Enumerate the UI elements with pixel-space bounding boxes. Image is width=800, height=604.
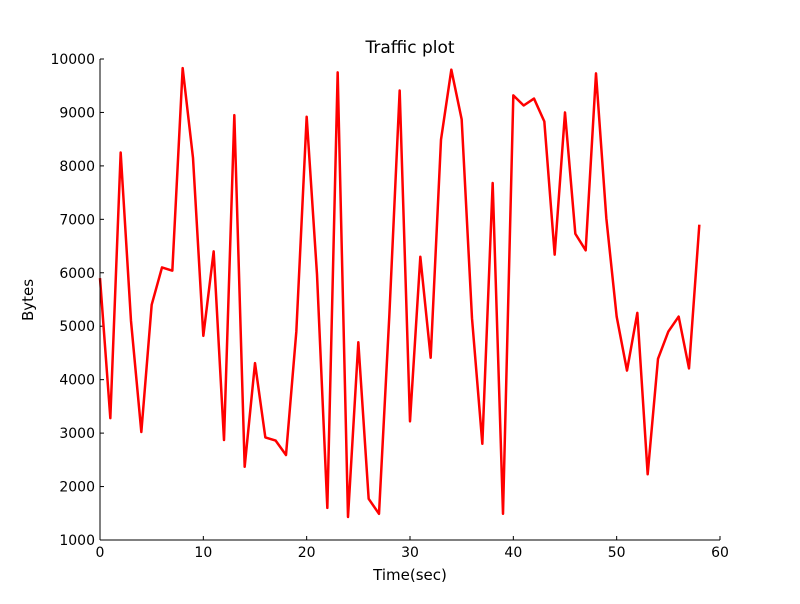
x-tick-label: 60 (711, 545, 729, 561)
traffic-series-line (98, 66, 701, 519)
ticks-layer: 0 10 20 30 40 50 60 1000 2000 3000 4000 5000 6000 700… (50, 52, 728, 561)
y-tick-label: 3000 (59, 426, 95, 442)
x-axis-label: Time(sec) (372, 566, 447, 584)
series-layer (98, 66, 701, 519)
y-tick-label: 4000 (59, 373, 95, 389)
y-tick-label: 6000 (59, 266, 95, 282)
x-tick-label: 20 (298, 545, 316, 561)
x-tick-label: 10 (194, 545, 212, 561)
y-tick-label: 10000 (50, 52, 95, 68)
y-tick-label: 1000 (59, 533, 95, 549)
y-tick-label: 5000 (59, 319, 95, 335)
x-tick-label: 30 (401, 545, 419, 561)
axes-layer (99, 59, 720, 541)
y-tick-label: 2000 (59, 480, 95, 496)
y-tick-label: 7000 (59, 212, 95, 228)
y-axis-label: Bytes (19, 279, 37, 321)
y-tick-label: 8000 (59, 159, 95, 175)
x-tick-label: 0 (96, 545, 105, 561)
x-tick-label: 50 (608, 545, 626, 561)
x-tick-label: 40 (504, 545, 522, 561)
chart-title: Traffic plot (364, 38, 454, 58)
y-tick-label: 9000 (59, 105, 95, 121)
